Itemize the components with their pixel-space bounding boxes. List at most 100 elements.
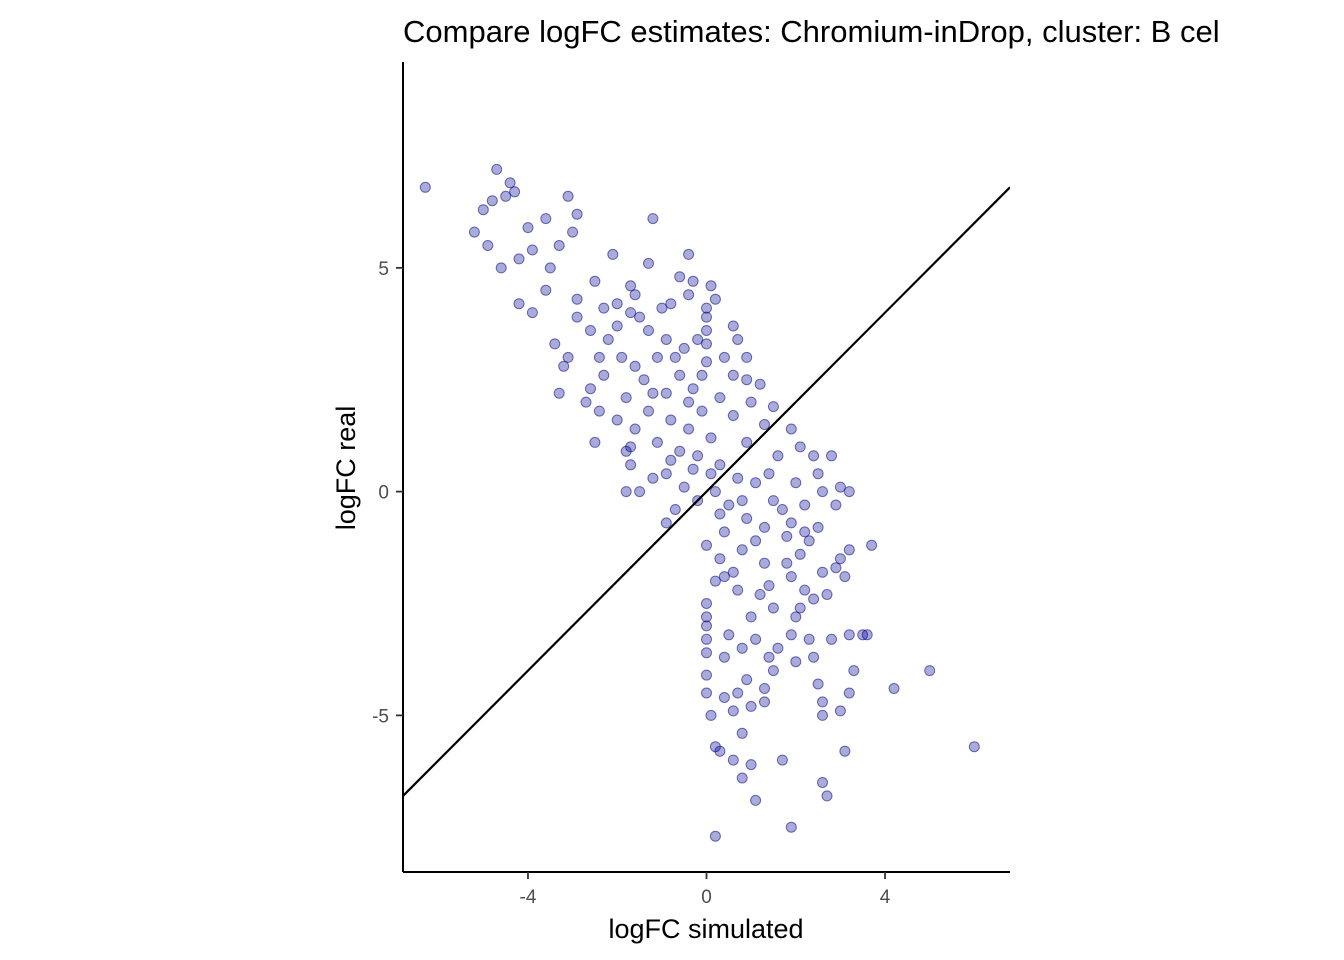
data-point <box>571 311 583 323</box>
data-point <box>839 745 851 757</box>
data-point <box>750 633 762 645</box>
data-point <box>848 665 860 677</box>
data-point <box>745 759 757 771</box>
data-point <box>741 674 753 686</box>
data-point <box>790 611 802 623</box>
data-point <box>834 705 846 717</box>
data-point <box>692 450 704 462</box>
data-point <box>674 271 686 283</box>
data-point <box>669 351 681 363</box>
data-point <box>589 436 601 448</box>
data-point <box>799 584 811 596</box>
data-point <box>759 696 770 708</box>
data-point <box>794 548 806 560</box>
data-point <box>701 338 712 350</box>
data-point <box>553 387 565 399</box>
data-point <box>718 692 730 703</box>
data-point <box>745 611 757 623</box>
data-point <box>647 387 659 399</box>
data-point <box>709 486 721 498</box>
data-point <box>705 709 717 721</box>
data-point <box>526 244 538 256</box>
data-point <box>674 445 686 457</box>
data-point <box>767 401 779 413</box>
data-point <box>683 423 695 435</box>
data-point <box>794 441 806 453</box>
data-point <box>843 486 855 498</box>
data-point <box>701 302 712 314</box>
data-point <box>589 275 601 287</box>
data-point <box>785 517 797 529</box>
data-point <box>580 396 592 408</box>
data-point <box>723 629 735 641</box>
data-point <box>701 356 712 368</box>
data-point <box>821 589 833 600</box>
data-point <box>486 195 498 207</box>
data-point <box>741 351 753 363</box>
data-point <box>643 405 654 417</box>
points-layer <box>419 163 980 842</box>
data-point <box>709 830 721 842</box>
data-point <box>781 557 793 569</box>
x-axis-label: logFC simulated <box>608 914 803 944</box>
data-point <box>718 571 730 583</box>
data-point <box>736 495 748 507</box>
data-point <box>660 387 672 399</box>
data-point <box>839 571 851 583</box>
data-point <box>696 405 708 417</box>
data-point <box>558 360 570 372</box>
data-point <box>754 589 766 600</box>
y-tick-label: 0 <box>378 483 389 504</box>
data-point <box>477 204 489 216</box>
data-point <box>759 521 770 533</box>
data-point <box>562 351 574 363</box>
data-point <box>727 754 739 766</box>
data-point <box>687 463 699 475</box>
data-point <box>665 414 677 426</box>
data-point <box>625 441 637 453</box>
ticks-layer: -4 0 4 -5 0 5 <box>372 259 891 908</box>
data-point <box>723 499 735 511</box>
data-point <box>683 289 695 301</box>
data-point <box>602 334 614 345</box>
x-tick-label: -4 <box>520 887 537 908</box>
data-point <box>718 351 730 363</box>
data-point <box>611 320 623 332</box>
data-point <box>638 374 650 386</box>
data-point <box>540 284 552 296</box>
data-point <box>701 539 712 551</box>
data-point <box>500 190 512 202</box>
data-point <box>593 351 605 363</box>
data-point <box>794 602 806 614</box>
data-point <box>714 392 726 404</box>
data-point <box>620 445 632 457</box>
data-point <box>808 651 820 663</box>
data-point <box>843 629 855 641</box>
data-point <box>701 633 712 645</box>
data-point <box>834 481 846 493</box>
data-point <box>812 468 824 480</box>
y-tick-label: -5 <box>372 706 389 727</box>
data-point <box>701 598 712 609</box>
data-point <box>714 553 726 565</box>
x-tick-label: 0 <box>701 887 712 908</box>
data-point <box>656 302 668 314</box>
data-point <box>513 253 525 265</box>
data-point <box>611 414 623 426</box>
data-point <box>683 248 695 260</box>
data-point <box>709 293 721 305</box>
data-point <box>714 459 726 471</box>
data-point <box>643 325 654 336</box>
data-point <box>526 307 538 319</box>
data-point <box>718 651 730 663</box>
data-point <box>482 240 494 251</box>
data-point <box>607 248 619 260</box>
identity-reference-line <box>403 186 1010 797</box>
axes-layer <box>402 62 1010 873</box>
data-point <box>767 665 779 677</box>
data-point <box>718 526 730 538</box>
data-point <box>843 544 855 556</box>
data-point <box>772 450 784 462</box>
data-point <box>625 307 637 319</box>
